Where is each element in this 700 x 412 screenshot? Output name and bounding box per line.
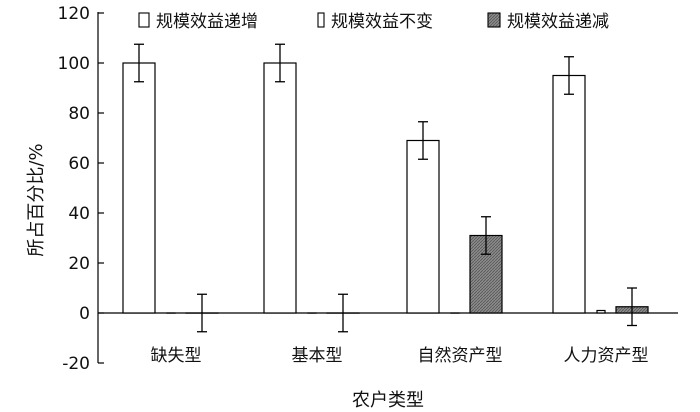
x-tick-label: 基本型 bbox=[292, 346, 343, 366]
y-tick-label: 20 bbox=[68, 254, 90, 274]
legend-swatch-2 bbox=[487, 12, 501, 28]
bar-s1-c3 bbox=[596, 309, 606, 314]
x-axis-label: 农户类型 bbox=[352, 390, 424, 411]
bars bbox=[122, 62, 649, 314]
legend-label-2: 规模效益递减 bbox=[507, 12, 609, 32]
y-tick-label: 100 bbox=[58, 54, 90, 74]
legend-label-1: 规模效益不变 bbox=[331, 12, 433, 32]
bar-s0-c0 bbox=[122, 62, 156, 314]
legend: 规模效益递增 规模效益不变 规模效益递减 bbox=[138, 12, 609, 32]
legend-swatch-1 bbox=[317, 12, 325, 28]
y-ticks: -20 0 20 40 60 80 100 120 bbox=[58, 4, 104, 374]
bar-s0-c1 bbox=[263, 62, 297, 314]
y-axis-label: 所占百分比/% bbox=[26, 143, 47, 256]
y-tick-label: 0 bbox=[79, 304, 90, 324]
legend-swatch-0 bbox=[138, 12, 150, 28]
y-tick-label: 40 bbox=[68, 204, 90, 224]
x-tick-label: 自然资产型 bbox=[418, 346, 503, 366]
legend-label-0: 规模效益递增 bbox=[156, 12, 258, 32]
y-tick-label: 60 bbox=[68, 154, 90, 174]
error-bars bbox=[134, 43, 637, 333]
y-tick-label: 80 bbox=[68, 104, 90, 124]
bar-s0-c3 bbox=[552, 74, 586, 314]
x-tick-label: 缺失型 bbox=[151, 346, 202, 366]
y-tick-label: 120 bbox=[58, 4, 90, 24]
y-tick-label: -20 bbox=[62, 354, 90, 374]
bar-s0-c2 bbox=[406, 139, 440, 314]
x-tick-label: 人力资产型 bbox=[564, 346, 649, 366]
x-tick-labels: 缺失型 基本型 自然资产型 人力资产型 bbox=[151, 346, 649, 366]
